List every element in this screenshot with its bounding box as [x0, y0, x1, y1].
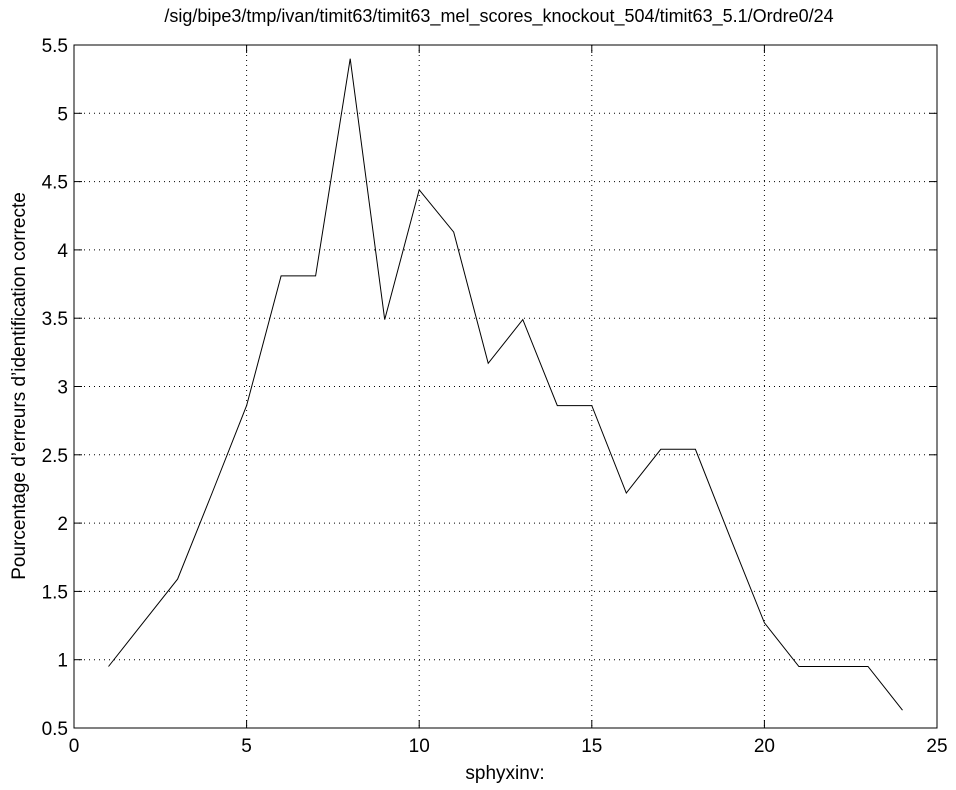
- y-tick-label: 1: [57, 651, 68, 672]
- y-tick-label: 2: [57, 514, 68, 535]
- y-tick-label: 3.5: [42, 309, 68, 330]
- x-tick-label: 20: [754, 736, 775, 757]
- x-tick-label: 15: [581, 736, 602, 757]
- grid-lines: [74, 45, 937, 728]
- y-tick-label: 2.5: [42, 446, 68, 467]
- y-tick-label: 0.5: [42, 719, 68, 740]
- x-tick-labels: 0 5 10 15 20 25: [69, 736, 948, 757]
- x-tick-label: 5: [241, 736, 252, 757]
- y-tick-labels: 0.5 1 1.5 2 2.5 3 3.5 4 4.5 5 5.5: [42, 36, 69, 740]
- y-tick-label: 5.5: [42, 36, 68, 57]
- y-tick-label: 5: [57, 104, 68, 125]
- y-tick-label: 4.5: [42, 173, 68, 194]
- x-tick-label: 0: [69, 736, 80, 757]
- axis-ticks: [73, 44, 938, 729]
- chart-title: /sig/bipe3/tmp/ivan/timit63/timit63_mel_…: [164, 6, 833, 27]
- y-tick-label: 4: [57, 241, 68, 262]
- y-tick-label: 3: [57, 378, 68, 399]
- plot-frame: [73, 44, 938, 729]
- x-axis-label: sphyxinv:: [465, 763, 544, 784]
- series-line: [108, 58, 903, 711]
- x-tick-label: 10: [409, 736, 430, 757]
- y-tick-label: 1.5: [42, 582, 68, 603]
- y-axis-label: Pourcentage d’erreurs d’identification c…: [9, 192, 30, 580]
- x-tick-label: 25: [926, 736, 947, 757]
